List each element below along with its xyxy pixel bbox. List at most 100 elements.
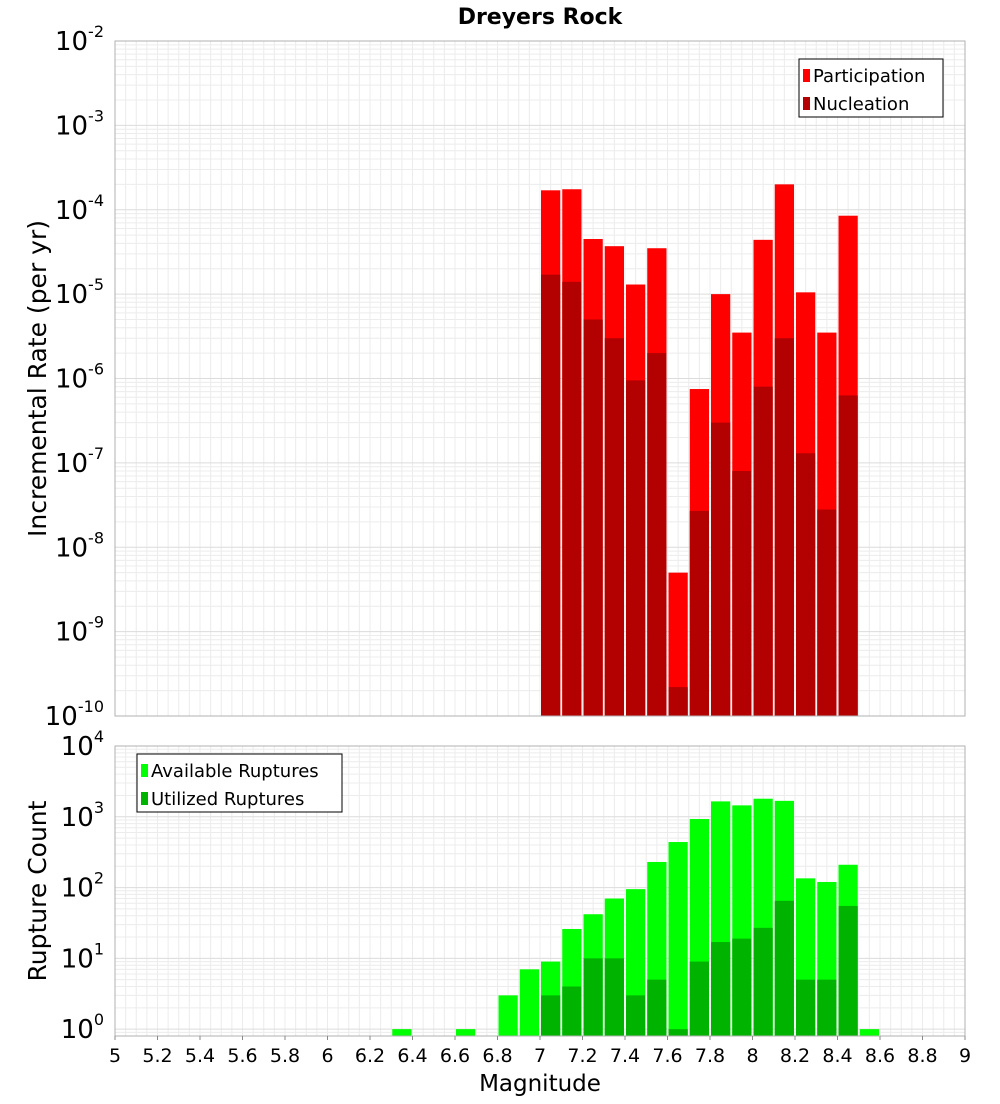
y-tick-base: 10 xyxy=(55,449,88,479)
x-tick-label: 5 xyxy=(109,1045,121,1067)
y-axis-label: Incremental Rate (per yr) xyxy=(23,220,52,537)
bar-available-ruptures xyxy=(668,842,688,1036)
y-tick-label: 10-5 xyxy=(55,275,104,310)
bar-inner-nucleation xyxy=(626,380,646,716)
bar-inner-nucleation xyxy=(753,386,773,716)
bar-inner-utilized-ruptures xyxy=(732,938,752,1036)
bar-inner-utilized-ruptures xyxy=(626,995,646,1036)
plot-frame xyxy=(114,40,966,717)
y-tick-exponent: 2 xyxy=(94,869,104,888)
y-tick-label: 10-8 xyxy=(55,528,104,563)
x-tick-label: 8.6 xyxy=(865,1045,895,1067)
y-tick-exponent: -2 xyxy=(88,22,104,41)
y-tick-label: 10-3 xyxy=(55,106,104,141)
y-tick-label: 10-10 xyxy=(45,697,104,732)
x-tick-label: 6.2 xyxy=(355,1045,385,1067)
y-tick-exponent: -9 xyxy=(88,613,104,632)
bar-inner-nucleation xyxy=(796,453,816,716)
legend-box xyxy=(798,58,944,118)
x-tick-label: 6.6 xyxy=(440,1045,470,1067)
bar-inner-utilized-ruptures xyxy=(583,958,603,1036)
y-tick-exponent: -8 xyxy=(88,528,104,547)
bar-inner-utilized-ruptures xyxy=(753,927,773,1036)
y-tick-base: 10 xyxy=(55,196,88,226)
bar-inner-nucleation xyxy=(689,510,709,716)
legend-label: Utilized Ruptures xyxy=(151,789,304,810)
x-tick-label: 8 xyxy=(746,1045,758,1067)
y-tick-base: 10 xyxy=(55,533,88,563)
bar-available-ruptures xyxy=(859,1029,879,1036)
y-tick-label: 100 xyxy=(61,1010,104,1045)
y-tick-label: 104 xyxy=(61,727,104,762)
y-tick-base: 10 xyxy=(61,944,94,974)
x-tick-label: 7 xyxy=(534,1045,546,1067)
y-tick-exponent: -4 xyxy=(88,191,104,210)
y-tick-exponent: 3 xyxy=(94,798,104,817)
legend-label: Nucleation xyxy=(813,94,909,115)
bar-available-ruptures xyxy=(392,1029,412,1036)
x-tick-label: 5.6 xyxy=(227,1045,257,1067)
bar-inner-utilized-ruptures xyxy=(668,1029,688,1036)
bar-inner-utilized-ruptures xyxy=(647,979,667,1036)
y-axis-label: Rupture Count xyxy=(23,800,52,981)
bar-inner-utilized-ruptures xyxy=(838,905,858,1036)
y-tick-label: 10-9 xyxy=(55,613,104,648)
x-tick-label: 8.8 xyxy=(907,1045,937,1067)
x-tick-label: 7.4 xyxy=(610,1045,640,1067)
legend-swatch xyxy=(803,69,810,82)
y-tick-base: 10 xyxy=(55,280,88,310)
bar-inner-nucleation xyxy=(838,395,858,716)
bar-inner-nucleation xyxy=(817,509,837,716)
legend-box xyxy=(136,753,343,813)
x-tick-label: 5.4 xyxy=(185,1045,215,1067)
x-tick-label: 8.2 xyxy=(780,1045,810,1067)
bar-inner-utilized-ruptures xyxy=(817,979,837,1036)
bar-available-ruptures xyxy=(519,969,539,1036)
bar-inner-nucleation xyxy=(668,687,688,716)
y-tick-label: 102 xyxy=(61,869,104,904)
y-tick-base: 10 xyxy=(55,27,88,57)
y-tick-label: 10-4 xyxy=(55,191,104,226)
y-tick-exponent: 4 xyxy=(94,727,104,746)
y-tick-base: 10 xyxy=(45,702,78,732)
y-tick-label: 101 xyxy=(61,939,104,974)
x-tick-label: 8.4 xyxy=(822,1045,852,1067)
y-tick-label: 103 xyxy=(61,798,104,833)
x-tick-label: 6.4 xyxy=(397,1045,427,1067)
y-tick-base: 10 xyxy=(55,365,88,395)
bar-inner-nucleation xyxy=(774,338,794,716)
y-tick-label: 10-2 xyxy=(55,22,104,57)
y-tick-exponent: -3 xyxy=(88,106,104,125)
bar-inner-utilized-ruptures xyxy=(796,979,816,1036)
legend-label: Available Ruptures xyxy=(151,761,319,782)
legend-swatch xyxy=(141,792,148,805)
bar-inner-nucleation xyxy=(562,281,582,716)
y-tick-label: 10-6 xyxy=(55,360,104,395)
bar-inner-nucleation xyxy=(732,471,752,716)
legend-label: Participation xyxy=(813,66,925,87)
x-axis-label: Magnitude xyxy=(479,1071,601,1097)
y-tick-exponent: -7 xyxy=(88,444,104,463)
participation-nucleation-panel: 10-210-310-410-510-610-710-810-910-10Inc… xyxy=(23,5,966,732)
x-tick-label: 9 xyxy=(959,1045,971,1067)
bar-inner-nucleation xyxy=(711,422,731,716)
y-tick-base: 10 xyxy=(61,874,94,904)
x-tick-label: 7.6 xyxy=(652,1045,682,1067)
bar-inner-utilized-ruptures xyxy=(562,986,582,1036)
y-tick-base: 10 xyxy=(61,1015,94,1045)
x-tick-label: 6.8 xyxy=(482,1045,512,1067)
bar-available-ruptures xyxy=(456,1029,476,1036)
bar-inner-utilized-ruptures xyxy=(604,958,624,1036)
y-tick-exponent: 0 xyxy=(94,1010,104,1029)
y-tick-exponent: 1 xyxy=(94,939,104,958)
y-tick-base: 10 xyxy=(55,111,88,141)
legend-swatch xyxy=(803,97,810,110)
bar-inner-utilized-ruptures xyxy=(689,961,709,1036)
chart-title: Dreyers Rock xyxy=(458,5,624,30)
bar-inner-utilized-ruptures xyxy=(774,900,794,1036)
x-tick-label: 7.2 xyxy=(567,1045,597,1067)
y-tick-exponent: -6 xyxy=(88,360,104,379)
bar-available-ruptures xyxy=(498,995,518,1036)
bar-participation xyxy=(668,572,688,716)
